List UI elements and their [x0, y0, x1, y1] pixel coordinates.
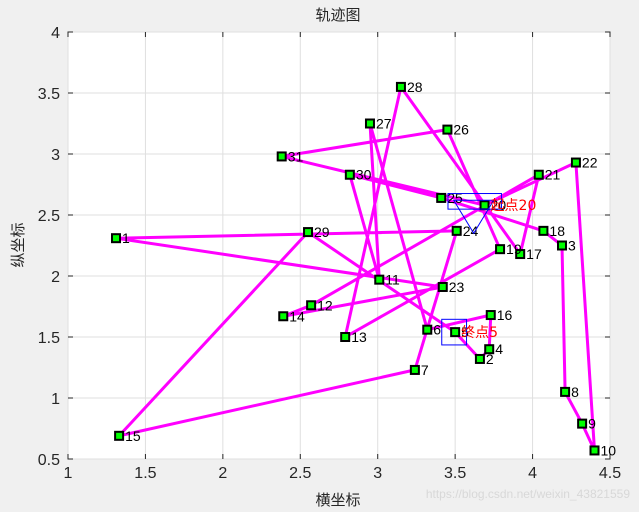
start-marker-box [447, 193, 502, 210]
y-tick-label: 3 [51, 147, 60, 164]
x-tick-label: 4 [528, 465, 537, 482]
point-label-19: 19 [506, 241, 522, 257]
y-tick-label: 1 [51, 391, 60, 408]
point-label-6: 6 [433, 322, 441, 338]
point-label-1: 1 [122, 230, 130, 246]
point-label-29: 29 [314, 224, 330, 240]
point-marker-26 [442, 124, 453, 135]
point-label-5: 5 [461, 324, 469, 340]
point-labels: 1234567891011121314151617181920212223242… [122, 79, 616, 459]
point-marker-19 [495, 244, 506, 255]
point-marker-20 [479, 200, 490, 211]
point-marker-21 [533, 169, 544, 180]
point-marker-16 [485, 310, 496, 321]
x-axis-label: 横坐标 [315, 491, 360, 509]
point-label-23: 23 [449, 279, 465, 295]
grid-lines [67, 31, 611, 460]
watermark: https://blog.csdn.net/weixin_43821559 [426, 487, 630, 501]
point-label-31: 31 [288, 148, 304, 164]
y-tick-labels: 0.5 1 1.5 2 2.5 3 3.5 4 [38, 25, 60, 469]
point-marker-24 [451, 225, 462, 236]
point-marker-13 [340, 332, 351, 342]
x-tick-labels: 1 1.5 2 2.5 3 3.5 4 4.5 [64, 465, 622, 482]
point-marker-9 [577, 418, 588, 429]
point-marker-17 [515, 249, 526, 260]
point-marker-10 [589, 445, 600, 456]
x-tick-label: 1 [64, 465, 73, 482]
point-label-13: 13 [351, 329, 367, 345]
point-marker-30 [344, 169, 355, 180]
point-label-8: 8 [571, 384, 579, 400]
point-label-30: 30 [356, 167, 372, 183]
point-label-10: 10 [601, 442, 617, 458]
start-label: 起点20 [491, 198, 537, 214]
point-marker-22 [570, 157, 581, 168]
point-marker-25 [436, 192, 447, 203]
point-marker-3 [556, 240, 567, 251]
point-marker-11 [374, 274, 385, 285]
axis-ticks [67, 31, 611, 460]
x-tick-label: 1.5 [134, 465, 156, 482]
point-marker-31 [276, 151, 287, 162]
point-marker-15 [114, 430, 125, 441]
point-marker-29 [303, 227, 314, 238]
end-marker-box [441, 318, 468, 346]
point-marker-28 [395, 81, 406, 92]
point-label-2: 2 [486, 351, 494, 367]
point-label-12: 12 [317, 297, 333, 313]
point-label-27: 27 [376, 116, 392, 132]
chart-title: 轨迹图 [315, 6, 360, 24]
point-label-14: 14 [289, 308, 305, 324]
point-label-24: 24 [463, 223, 479, 239]
y-tick-label: 0.5 [38, 452, 60, 469]
point-label-4: 4 [495, 341, 503, 357]
end-label: 终点5 [461, 325, 498, 341]
point-label-21: 21 [545, 167, 561, 183]
y-tick-label: 2 [51, 269, 60, 286]
point-label-11: 11 [385, 272, 400, 288]
x-tick-label: 4.5 [599, 465, 621, 482]
point-label-16: 16 [497, 307, 513, 323]
point-markers [111, 81, 600, 456]
x-tick-label: 3.5 [444, 465, 466, 482]
y-axis-label: 纵坐标 [9, 222, 27, 267]
point-label-7: 7 [421, 362, 429, 378]
start-marker-triangle [452, 199, 495, 235]
y-tick-label: 2.5 [38, 208, 60, 225]
point-label-15: 15 [125, 428, 141, 444]
point-marker-5 [450, 327, 461, 338]
point-marker-7 [409, 364, 420, 375]
point-marker-18 [538, 225, 549, 236]
point-label-3: 3 [568, 238, 576, 254]
point-label-17: 17 [526, 246, 542, 262]
point-marker-27 [364, 118, 375, 129]
point-label-28: 28 [407, 79, 423, 95]
point-marker-1 [111, 233, 122, 244]
y-tick-label: 3.5 [38, 86, 60, 103]
start-end-annotations: 起点20 终点5 [441, 193, 537, 346]
point-label-26: 26 [453, 122, 469, 138]
point-label-18: 18 [549, 223, 565, 239]
x-tick-label: 2.5 [289, 465, 311, 482]
point-marker-4 [484, 344, 495, 355]
point-label-22: 22 [582, 155, 598, 171]
point-marker-2 [474, 353, 485, 364]
point-marker-6 [422, 324, 433, 335]
point-label-25: 25 [447, 190, 463, 206]
point-marker-8 [560, 386, 571, 397]
y-tick-label: 1.5 [38, 330, 60, 347]
y-tick-label: 4 [51, 25, 60, 42]
x-tick-label: 3 [373, 465, 382, 482]
point-marker-12 [306, 300, 317, 311]
point-marker-23 [437, 281, 448, 292]
x-tick-label: 2 [218, 465, 227, 482]
point-label-9: 9 [588, 416, 596, 432]
point-marker-14 [278, 311, 289, 322]
